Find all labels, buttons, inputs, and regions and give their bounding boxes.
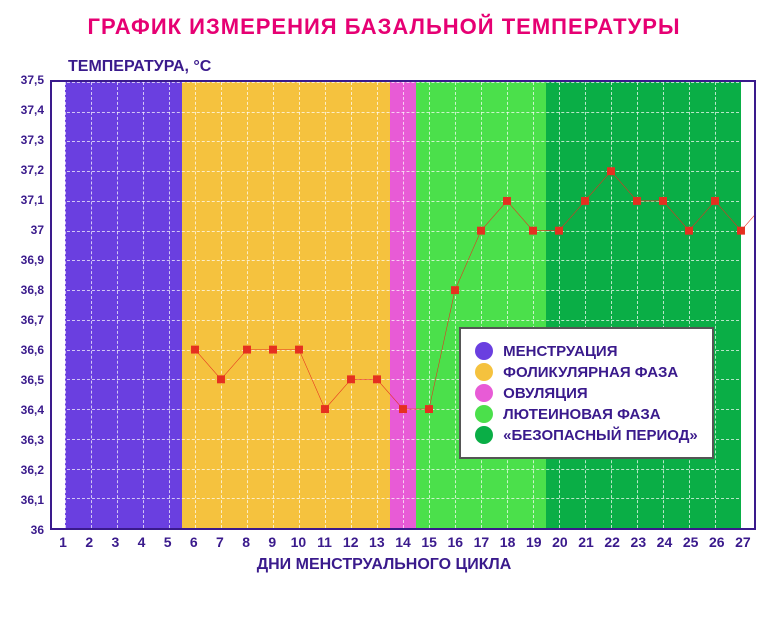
grid-h [52, 528, 754, 529]
legend-label: ОВУЛЯЦИЯ [503, 385, 588, 402]
legend-swatch [475, 426, 493, 444]
x-tick-label: 3 [111, 534, 119, 550]
x-tick-label: 9 [268, 534, 276, 550]
legend-swatch [475, 384, 493, 402]
data-marker [659, 197, 667, 205]
x-tick-label: 1 [59, 534, 67, 550]
data-marker [711, 197, 719, 205]
legend-label: МЕНСТРУАЦИЯ [503, 343, 617, 360]
legend-item: МЕНСТРУАЦИЯ [475, 342, 698, 360]
legend-swatch [475, 405, 493, 423]
data-marker [685, 227, 693, 235]
x-tick-label: 27 [735, 534, 751, 550]
x-tick-label: 24 [657, 534, 673, 550]
x-tick-label: 2 [85, 534, 93, 550]
chart: 37,537,437,337,237,13736,936,836,736,636… [12, 80, 756, 530]
data-marker [425, 405, 433, 413]
x-tick-label: 4 [138, 534, 146, 550]
x-tick-label: 15 [421, 534, 437, 550]
x-tick-label: 20 [552, 534, 568, 550]
legend-item: ЛЮТЕИНОВАЯ ФАЗА [475, 405, 698, 423]
legend: МЕНСТРУАЦИЯ ФОЛИКУЛЯРНАЯ ФАЗА ОВУЛЯЦИЯ ЛЮТЕ… [459, 327, 714, 459]
x-axis-title: ДНИ МЕНСТРУАЛЬНОГО ЦИКЛА [12, 556, 756, 574]
y-axis-title: ТЕМПЕРАТУРА, °С [68, 58, 756, 76]
x-tick-label: 23 [631, 534, 647, 550]
legend-swatch [475, 363, 493, 381]
data-marker [399, 405, 407, 413]
data-marker [347, 375, 355, 383]
data-marker [581, 197, 589, 205]
x-tick-label: 19 [526, 534, 542, 550]
plot-area: МЕНСТРУАЦИЯ ФОЛИКУЛЯРНАЯ ФАЗА ОВУЛЯЦИЯ ЛЮТЕ… [50, 80, 756, 530]
data-marker [529, 227, 537, 235]
data-marker [243, 346, 251, 354]
x-tick-label: 10 [291, 534, 307, 550]
data-marker [737, 227, 745, 235]
x-tick-label: 8 [242, 534, 250, 550]
legend-swatch [475, 342, 493, 360]
data-marker [295, 346, 303, 354]
x-tick-label: 18 [500, 534, 516, 550]
x-tick-label: 26 [709, 534, 725, 550]
x-tick-label: 7 [216, 534, 224, 550]
legend-item: ФОЛИКУЛЯРНАЯ ФАЗА [475, 363, 698, 381]
legend-item: ОВУЛЯЦИЯ [475, 384, 698, 402]
y-axis: 37,537,437,337,237,13736,936,836,736,636… [12, 80, 50, 530]
x-tick-label: 14 [395, 534, 411, 550]
data-marker [503, 197, 511, 205]
data-marker [607, 167, 615, 175]
legend-label: «БЕЗОПАСНЫЙ ПЕРИОД» [503, 427, 698, 444]
x-tick-label: 25 [683, 534, 699, 550]
x-tick-label: 12 [343, 534, 359, 550]
x-tick-label: 6 [190, 534, 198, 550]
legend-label: ФОЛИКУЛЯРНАЯ ФАЗА [503, 364, 678, 381]
temperature-series [52, 82, 754, 528]
data-marker [477, 227, 485, 235]
x-tick-label: 21 [578, 534, 594, 550]
x-axis: 1234567891011121314151617181920212223242… [50, 530, 756, 554]
chart-title: ГРАФИК ИЗМЕРЕНИЯ БАЗАЛЬНОЙ ТЕМПЕРАТУРЫ [12, 14, 756, 40]
data-marker [633, 197, 641, 205]
data-marker [191, 346, 199, 354]
x-tick-label: 11 [317, 534, 332, 550]
data-marker [321, 405, 329, 413]
x-tick-label: 22 [604, 534, 620, 550]
data-marker [451, 286, 459, 294]
x-tick-label: 16 [447, 534, 463, 550]
data-marker [269, 346, 277, 354]
x-tick-label: 5 [164, 534, 172, 550]
data-marker [217, 375, 225, 383]
data-marker [373, 375, 381, 383]
legend-item: «БЕЗОПАСНЫЙ ПЕРИОД» [475, 426, 698, 444]
legend-label: ЛЮТЕИНОВАЯ ФАЗА [503, 406, 660, 423]
x-tick-label: 13 [369, 534, 385, 550]
data-marker [555, 227, 563, 235]
x-tick-label: 17 [474, 534, 490, 550]
